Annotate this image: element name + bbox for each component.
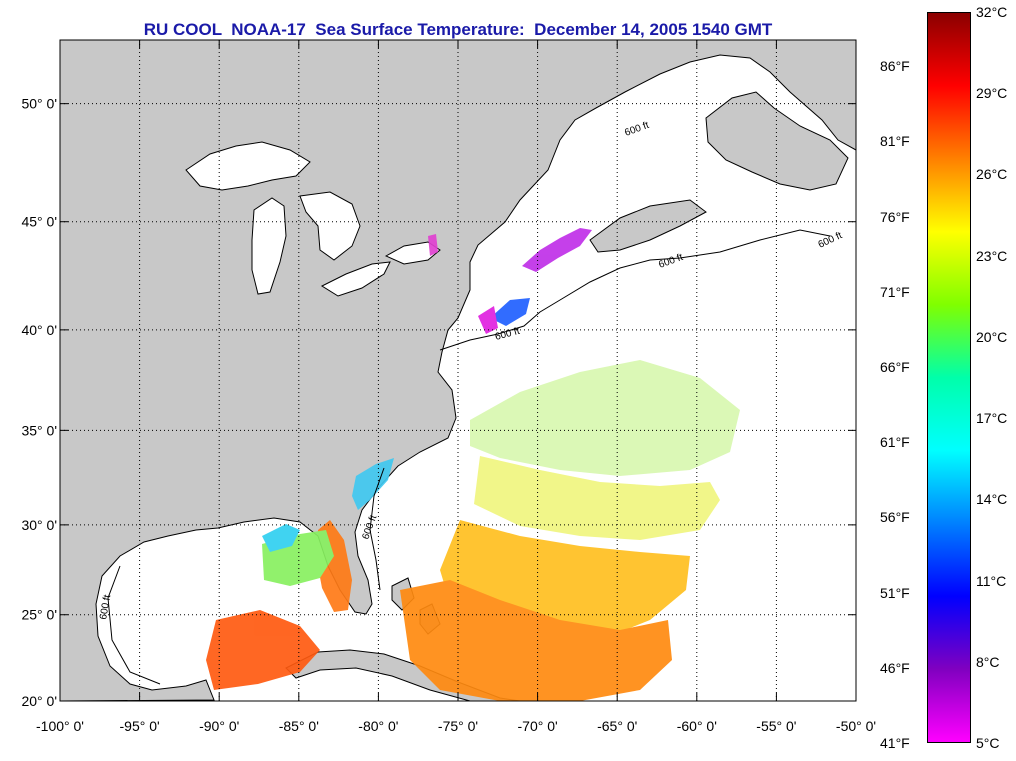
- longitude-label: -100° 0': [36, 718, 84, 734]
- longitude-label: -95° 0': [120, 718, 160, 734]
- longitude-labels: -100° 0' -95° 0' -90° 0' -85° 0' -80° 0' -75°…: [36, 718, 876, 734]
- lake-erie: [320, 261, 391, 297]
- fahrenheit-label: 46°F: [880, 659, 910, 676]
- temperature-colorbar: [927, 12, 971, 743]
- fahrenheit-label: 66°F: [880, 358, 910, 375]
- fahrenheit-label: 71°F: [880, 283, 910, 300]
- longitude-label: -55° 0': [756, 718, 796, 734]
- fahrenheit-label: 51°F: [880, 584, 910, 601]
- fahrenheit-label: 81°F: [880, 133, 910, 150]
- latitude-label: 40° 0': [21, 322, 57, 338]
- latitude-label: 20° 0': [21, 693, 57, 709]
- celsius-label: 14°C: [976, 491, 1008, 508]
- celsius-label: 8°C: [976, 653, 1000, 670]
- celsius-label: 32°C: [976, 4, 1008, 20]
- longitude-label: -50° 0': [836, 718, 876, 734]
- fahrenheit-label: 61°F: [880, 434, 910, 451]
- map-title: RU COOL NOAA-17 Sea Surface Temperature:…: [143, 20, 773, 39]
- latitude-labels: 50° 0' 45° 0' 40° 0' 35° 0' 30° 0' 25° 0' 20° …: [21, 96, 57, 709]
- latitude-label: 25° 0': [21, 607, 57, 623]
- land-nova-scotia: [589, 199, 707, 253]
- longitude-label: -65° 0': [597, 718, 637, 734]
- celsius-label: 23°C: [976, 247, 1008, 264]
- contour-label: 600 ft: [98, 594, 113, 621]
- latitude-label: 30° 0': [21, 517, 57, 533]
- lake-huron: [299, 191, 361, 261]
- celsius-label: 5°C: [976, 735, 1000, 751]
- celsius-label: 29°C: [976, 85, 1008, 102]
- lake-superior: [185, 141, 311, 191]
- grid-lines: [60, 40, 856, 701]
- longitude-label: -75° 0': [438, 718, 478, 734]
- fahrenheit-label: 41°F: [880, 735, 910, 751]
- fahrenheit-label: 86°F: [880, 58, 910, 75]
- latitude-label: 50° 0': [21, 96, 57, 112]
- lake-ontario: [384, 241, 441, 265]
- fahrenheit-label: 56°F: [880, 509, 910, 526]
- longitude-label: -90° 0': [199, 718, 239, 734]
- celsius-label: 26°C: [976, 166, 1008, 183]
- longitude-label: -80° 0': [358, 718, 398, 734]
- longitude-label: -85° 0': [279, 718, 319, 734]
- latitude-label: 45° 0': [21, 214, 57, 230]
- land-newfoundland: [705, 91, 849, 191]
- celsius-label: 17°C: [976, 410, 1008, 427]
- longitude-label: -60° 0': [677, 718, 717, 734]
- longitude-label: -70° 0': [518, 718, 558, 734]
- axis-ticks: [59, 40, 857, 702]
- fahrenheit-label: 76°F: [880, 208, 910, 225]
- celsius-label: 11°C: [976, 572, 1007, 589]
- latitude-label: 35° 0': [21, 422, 57, 438]
- sst-data: [206, 228, 740, 701]
- celsius-label: 20°C: [976, 328, 1008, 345]
